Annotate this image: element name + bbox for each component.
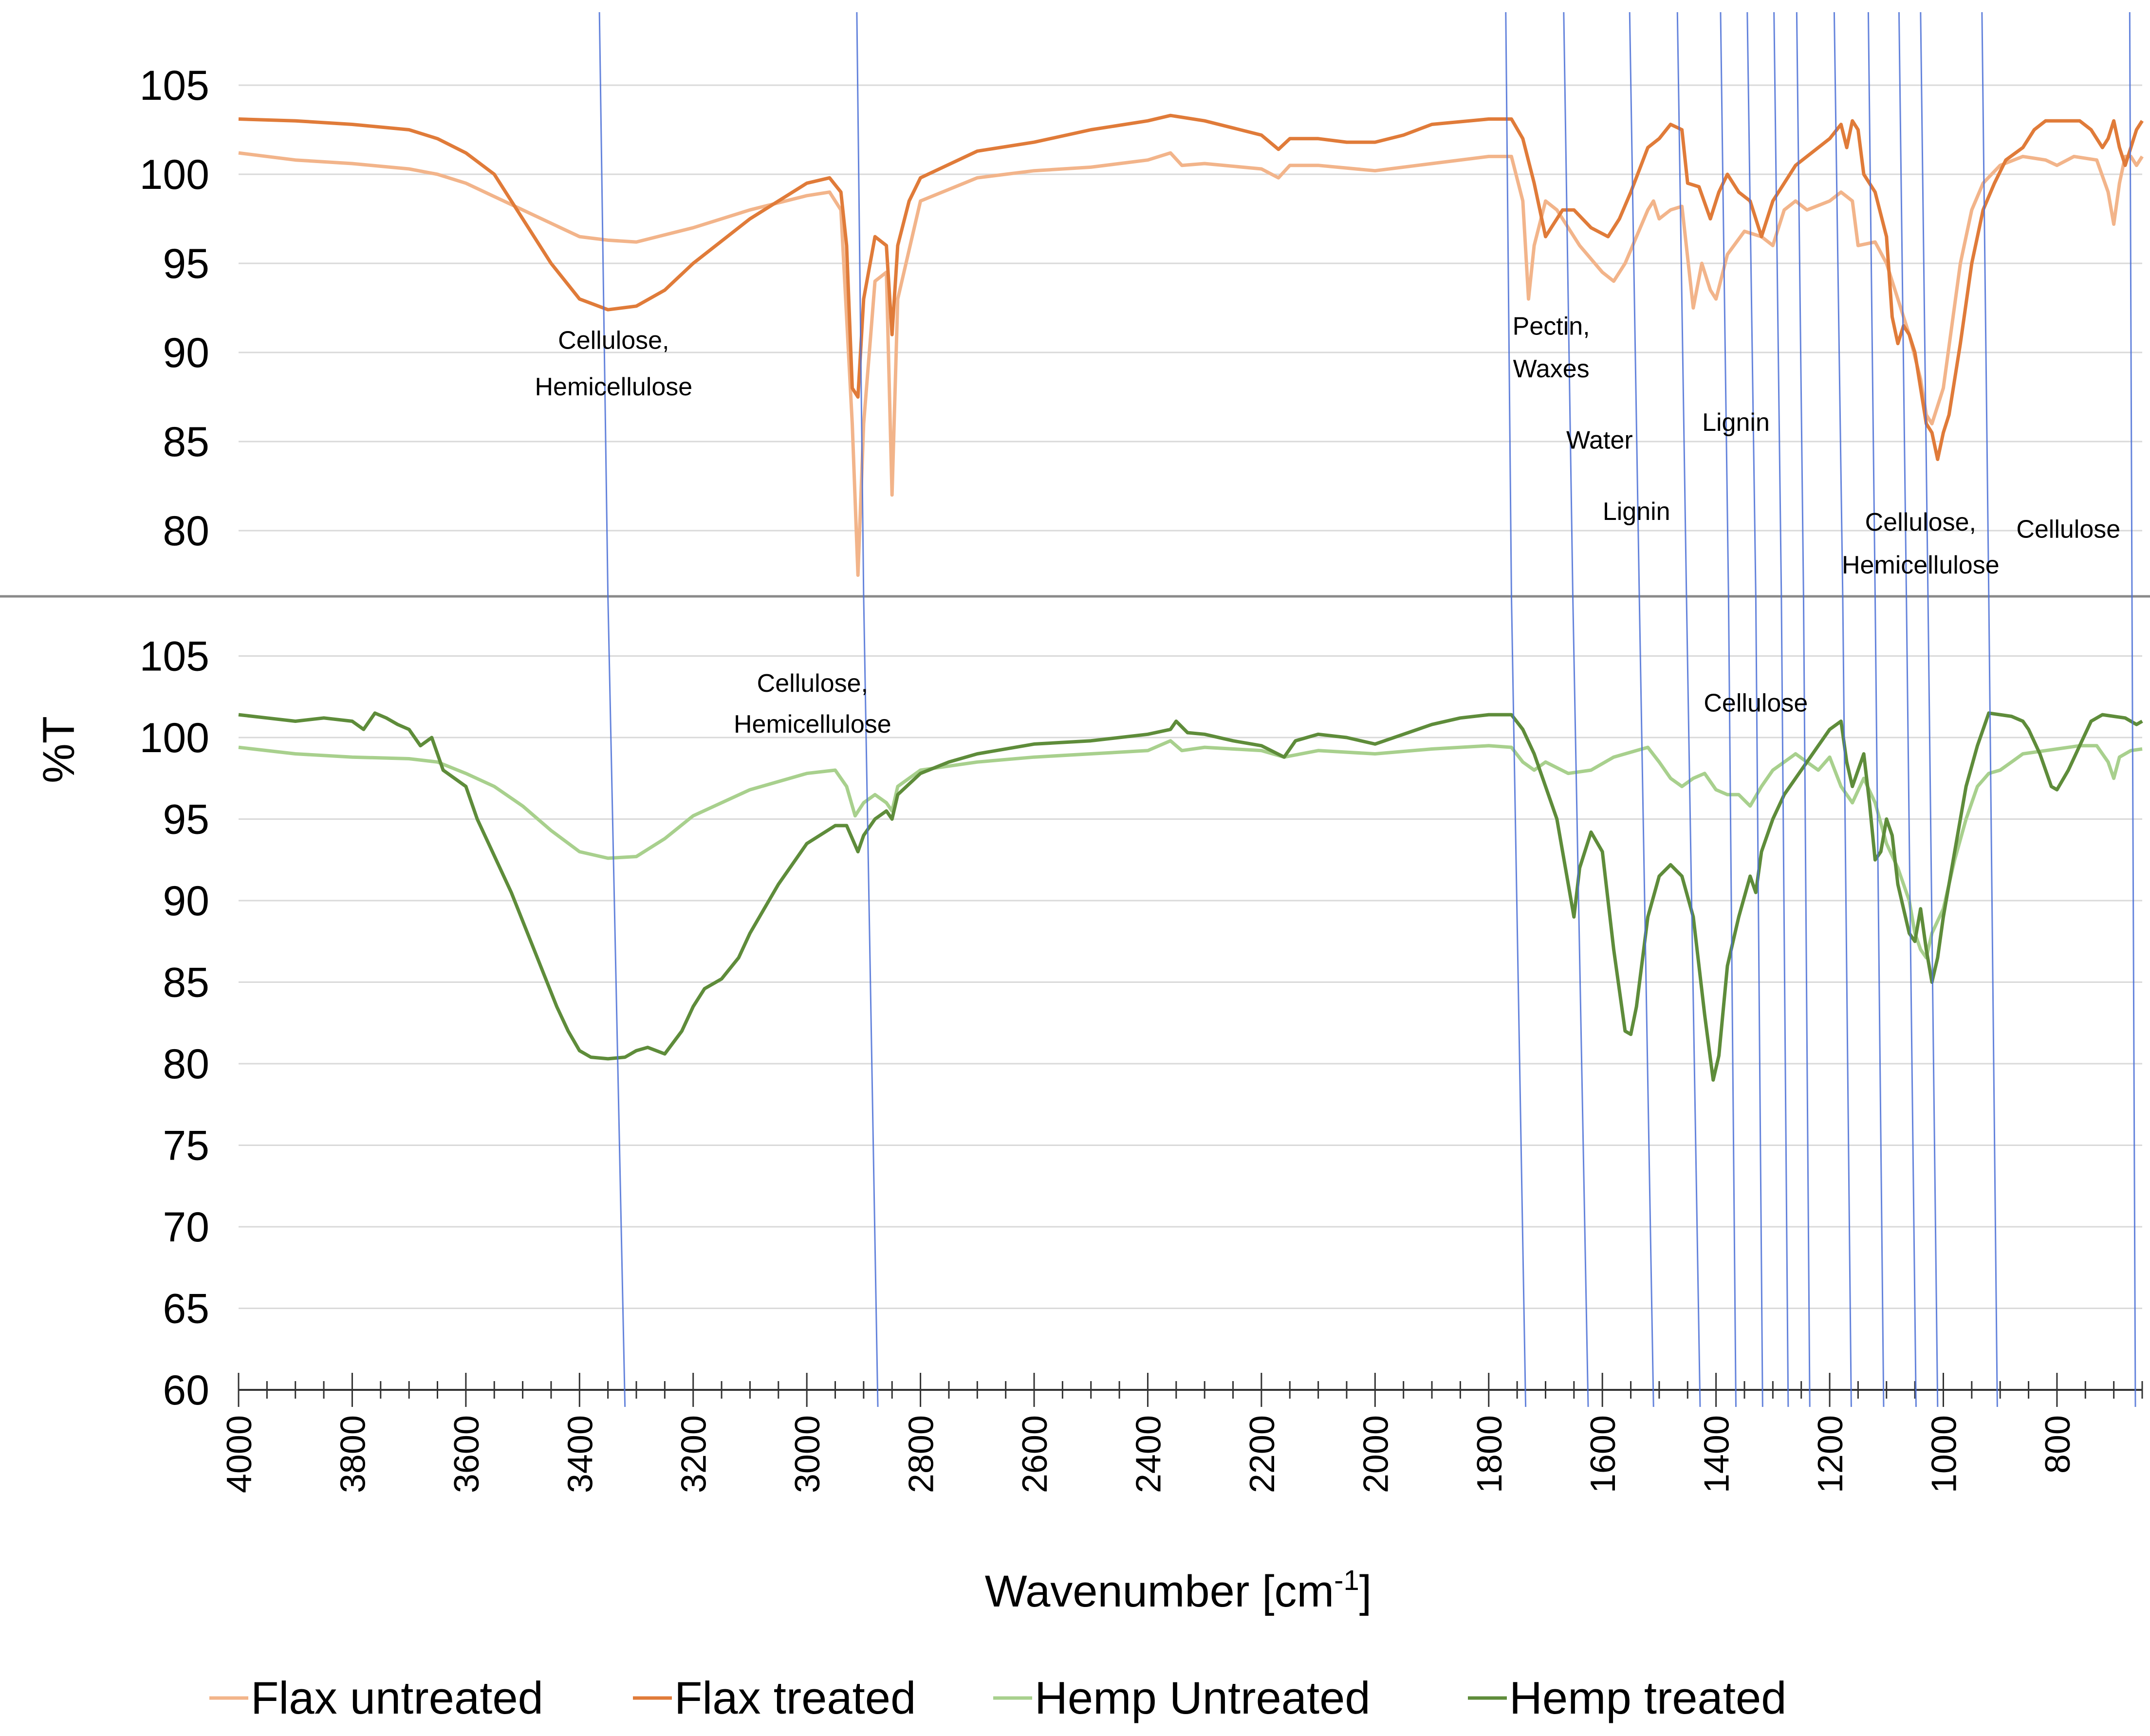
x-tick-label-1600: 1600 [1584,1415,1623,1493]
x-tick-label-2000: 2000 [1356,1415,1395,1493]
y-tick-label-hemp-60: 60 [163,1367,209,1414]
band-annotations: Cellulose, Hemicellulose Pectin, Waxes Water… [535,312,2120,739]
x-axis-title: Wavenumber [cm-1] [985,1565,1372,1616]
y-tick-label-hemp-85: 85 [163,960,209,1006]
y-tick-label-flax-90: 90 [163,330,209,376]
y-tick-label-hemp-65: 65 [163,1286,209,1332]
x-tick-label-800: 800 [2039,1415,2077,1474]
hemp-panel-y-tick-labels: 105 100 95 90 85 80 75 70 65 60 [140,633,210,1414]
flax-panel-y-tick-labels: 105 100 95 90 85 80 [140,62,210,554]
peak-guide-lines [598,12,2136,1407]
hemp-series [238,711,2143,1082]
peak-guide-line-11 [1867,12,1885,1407]
annotation-flax-5: Lignin [1603,498,1670,526]
x-tick-label-3000: 3000 [788,1415,827,1493]
x-tick-label-1800: 1800 [1470,1415,1509,1493]
x-tick-label-3600: 3600 [447,1415,486,1493]
x-axis-title-superscript: -1 [1334,1565,1359,1596]
peak-guide-line-0 [598,12,626,1407]
legend-item-hemp-treated: Hemp treated [1468,1672,1787,1723]
flax-series [238,113,2144,577]
x-tick-label-3200: 3200 [675,1415,714,1493]
series-line-hemp-treated [238,711,2143,1082]
y-tick-label-hemp-70: 70 [163,1204,209,1251]
legend-item-flax-untreated: Flax untreated [209,1672,543,1723]
y-tick-label-hemp-105: 105 [140,633,210,680]
legend-label: Flax untreated [251,1672,543,1723]
x-axis: 4000 3800 3600 3400 3200 3000 2800 2600 2400 2200… [220,1373,2143,1493]
legend: Flax untreated Flax treated Hemp Untreated… [209,1672,1787,1723]
annotation-hemp-1: Hemicellulose [734,710,891,739]
x-axis-title-main: Wavenumber [cm [985,1567,1334,1616]
annotation-flax-1: Hemicellulose [535,373,692,401]
annotation-flax-8: Hemicellulose [1842,551,2000,579]
y-tick-label-hemp-90: 90 [163,878,209,924]
hemp-panel-gridlines [239,655,2142,1309]
x-tick-label-3800: 3800 [334,1415,372,1493]
annotation-flax-3: Waxes [1513,355,1590,383]
peak-guide-line-15 [2129,12,2136,1407]
series-line-flax-treated [238,113,2144,462]
peak-guide-line-7 [1746,12,1763,1407]
x-tick-label-2800: 2800 [902,1415,941,1493]
y-tick-label-hemp-100: 100 [140,715,210,761]
peak-guide-line-1 [856,12,879,1407]
flax-panel-gridlines [239,84,2142,532]
y-tick-label-hemp-80: 80 [163,1041,209,1088]
peak-guide-line-4 [1629,12,1654,1407]
x-tick-label-4000: 4000 [220,1415,259,1493]
legend-item-hemp-untreated: Hemp Untreated [993,1672,1371,1723]
legend-item-flax-treated: Flax treated [633,1672,916,1723]
y-tick-label-flax-100: 100 [140,151,210,198]
y-tick-label-flax-85: 85 [163,419,209,465]
x-tick-label-2400: 2400 [1129,1415,1168,1493]
peak-guide-line-9 [1796,12,1811,1407]
annotation-hemp-2: Cellulose [1704,689,1808,717]
peak-guide-line-6 [1720,12,1737,1407]
y-tick-label-hemp-95: 95 [163,796,209,843]
x-axis-title-suffix: ] [1359,1567,1372,1616]
annotation-flax-4: Water [1566,426,1633,455]
peak-guide-line-2 [1505,12,1527,1407]
annotation-flax-2: Pectin, [1513,312,1590,340]
peak-guide-line-8 [1773,12,1789,1407]
x-tick-label-2200: 2200 [1243,1415,1282,1493]
legend-label: Hemp Untreated [1035,1672,1371,1723]
peak-guide-line-3 [1563,12,1589,1407]
annotation-hemp-0: Cellulose, [757,669,868,698]
peak-guide-line-5 [1676,12,1701,1407]
y-tick-label-flax-105: 105 [140,62,210,109]
legend-label: Flax treated [674,1672,916,1723]
series-line-flax-untreated [238,151,2144,577]
legend-label: Hemp treated [1509,1672,1787,1723]
annotation-flax-6: Lignin [1702,408,1770,437]
x-tick-label-1200: 1200 [1811,1415,1850,1493]
annotation-flax-0: Cellulose, [558,327,669,355]
peak-guide-line-10 [1833,12,1852,1407]
y-tick-label-flax-80: 80 [163,508,209,554]
x-tick-label-1400: 1400 [1698,1415,1737,1493]
peak-guide-line-14 [1981,12,1998,1407]
x-tick-label-3400: 3400 [561,1415,600,1493]
annotation-flax-7: Cellulose, [1865,508,1976,536]
peak-guide-line-12 [1898,12,1917,1407]
x-tick-label-2600: 2600 [1016,1415,1055,1493]
y-tick-label-hemp-75: 75 [163,1123,209,1169]
y-tick-label-flax-95: 95 [163,240,209,287]
y-axis-title: %T [34,716,84,783]
x-tick-label-1000: 1000 [1925,1415,1964,1493]
peak-guide-line-13 [1920,12,1939,1407]
annotation-flax-9: Cellulose [2016,516,2120,544]
